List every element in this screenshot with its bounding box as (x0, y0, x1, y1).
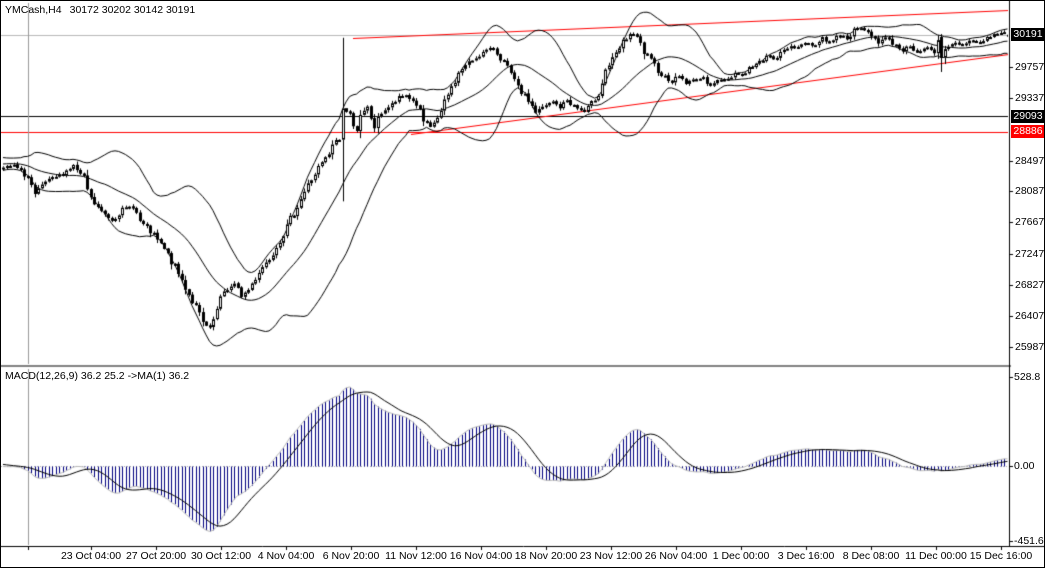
time-tick-label: 27 Oct 20:00 (125, 550, 187, 562)
macd-tick-label: 0.00 (1014, 460, 1035, 472)
ohlc-readout: 30172 30202 30142 30191 (69, 4, 196, 16)
time-tick-label: 16 Nov 04:00 (449, 550, 513, 562)
symbol-timeframe-label: YMCash,H4 (5, 4, 62, 16)
time-tick-label: 6 Nov 20:00 (322, 550, 380, 562)
time-tick-label: 23 Nov 12:00 (579, 550, 643, 562)
price-tick-label: 26407 (1015, 310, 1045, 323)
time-tick-label: 11 Nov 12:00 (385, 550, 447, 562)
time-tick-label: 3 Dec 16:00 (777, 550, 835, 562)
macd-tick-label: 528.8 (1014, 371, 1041, 383)
price-badge: 30191 (1011, 28, 1044, 42)
price-tick-label: 28087 (1015, 185, 1045, 198)
time-tick-label: 23 Oct 04:00 (60, 550, 122, 562)
macd-tick-label: -451.6 (1014, 535, 1044, 547)
time-tick-label: 26 Nov 04:00 (644, 550, 708, 562)
time-tick-label: 30 Oct 12:00 (190, 550, 252, 562)
price-tick-label: 27667 (1015, 216, 1045, 229)
price-tick-label: 28497 (1015, 154, 1045, 167)
price-tick-label: 29757 (1015, 61, 1045, 73)
time-tick-label: 18 Nov 20:00 (514, 550, 578, 562)
time-tick-label: 8 Dec 08:00 (842, 550, 900, 562)
price-axis[interactable]: 29757 29337 28497 28087 27667 27247 26827 26407… (1010, 1, 1045, 547)
time-tick-label: 11 Dec 00:00 (905, 550, 967, 562)
time-tick-label: 1 Dec 00:00 (712, 550, 770, 562)
price-tick-label: 25987 (1015, 341, 1045, 354)
time-tick-label: 15 Dec 16:00 (969, 550, 1033, 562)
macd-readout: MACD(12,26,9) 36.2 25.2 ->MA(1) 36.2 (5, 370, 190, 382)
price-tick-label: 27247 (1015, 247, 1045, 260)
time-tick-label: 4 Nov 04:00 (257, 550, 315, 562)
price-tick-label: 26827 (1015, 278, 1045, 291)
price-badge: 28886 (1011, 125, 1044, 139)
price-tick-label: 29337 (1015, 92, 1045, 105)
price-badge: 29093 (1011, 109, 1044, 123)
chart-title: YMCash,H4 30172 30202 30142 30191 (5, 4, 195, 16)
